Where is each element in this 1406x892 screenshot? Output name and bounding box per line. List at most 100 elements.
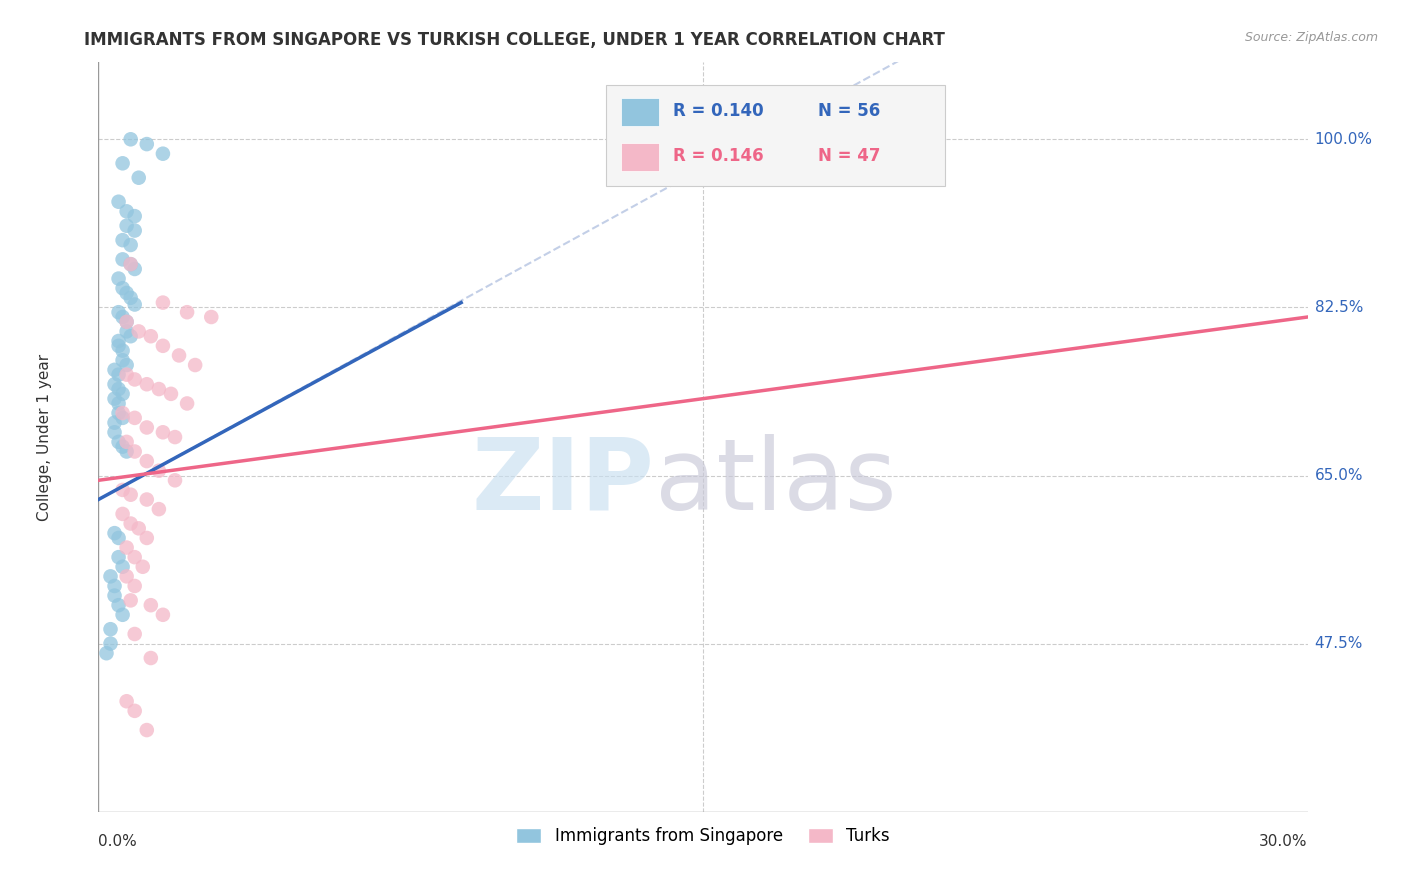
Point [111,406,134,420]
Point [107,382,129,396]
Point [163,430,186,444]
Point [124,262,146,277]
Text: 82.5%: 82.5% [1315,300,1362,315]
Point [111,353,134,368]
Point [139,598,162,612]
FancyBboxPatch shape [606,85,945,186]
Point [135,492,157,507]
Point [152,339,174,353]
Point [128,521,150,535]
Point [107,271,129,285]
Point [115,315,138,329]
Point [152,295,174,310]
Point [111,233,134,247]
Text: N = 56: N = 56 [818,103,880,120]
FancyBboxPatch shape [621,97,659,126]
Point [111,607,134,622]
Text: 0.0%: 0.0% [98,834,138,849]
Point [152,146,174,161]
Point [115,204,138,219]
Point [107,406,129,420]
Point [148,464,170,478]
Point [128,170,150,185]
Point [103,579,125,593]
Text: 100.0%: 100.0% [1315,132,1372,147]
Point [176,396,198,410]
Point [148,382,170,396]
Point [107,334,129,348]
Point [124,704,146,718]
Point [124,410,146,425]
Point [115,434,138,449]
Point [115,569,138,583]
Point [103,589,125,603]
Point [135,377,157,392]
Point [184,358,207,372]
Point [115,368,138,382]
Point [135,454,157,468]
Text: 65.0%: 65.0% [1315,468,1362,483]
Point [111,252,134,267]
Point [111,507,134,521]
Point [107,531,129,545]
Point [111,343,134,358]
Text: ZIP: ZIP [472,434,655,531]
Text: N = 47: N = 47 [818,147,880,165]
Point [103,416,125,430]
Point [120,257,142,271]
Point [115,444,138,458]
Point [152,607,174,622]
Point [111,440,134,454]
Text: 47.5%: 47.5% [1315,636,1362,651]
Point [111,387,134,401]
Text: IMMIGRANTS FROM SINGAPORE VS TURKISH COLLEGE, UNDER 1 YEAR CORRELATION CHART: IMMIGRANTS FROM SINGAPORE VS TURKISH COL… [84,31,945,49]
Point [107,368,129,382]
Point [120,488,142,502]
Point [103,377,125,392]
Point [120,593,142,607]
Point [120,132,142,146]
Point [107,194,129,209]
Point [148,502,170,516]
Point [139,651,162,665]
Text: R = 0.140: R = 0.140 [672,103,763,120]
Point [124,627,146,641]
Point [135,420,157,434]
Point [132,559,155,574]
Text: 30.0%: 30.0% [1260,834,1308,849]
Point [107,339,129,353]
Point [100,622,122,636]
Legend: Immigrants from Singapore, Turks: Immigrants from Singapore, Turks [509,821,897,852]
Point [124,550,146,565]
Point [107,305,129,319]
Point [115,325,138,339]
Point [115,315,138,329]
Point [115,358,138,372]
Point [120,257,142,271]
Point [111,281,134,295]
Point [107,598,129,612]
Point [115,219,138,233]
Point [111,483,134,497]
Point [139,329,162,343]
Point [124,372,146,386]
Point [103,363,125,377]
Point [107,550,129,565]
Point [103,425,125,440]
Point [96,646,118,660]
Point [111,410,134,425]
Point [100,637,122,651]
Point [103,392,125,406]
Point [135,723,157,737]
Point [160,387,183,401]
Point [152,425,174,440]
Point [120,238,142,252]
Point [111,559,134,574]
Point [124,579,146,593]
Point [111,156,134,170]
Point [163,473,186,487]
Point [103,526,125,541]
Point [124,444,146,458]
Point [124,223,146,237]
FancyBboxPatch shape [621,143,659,171]
